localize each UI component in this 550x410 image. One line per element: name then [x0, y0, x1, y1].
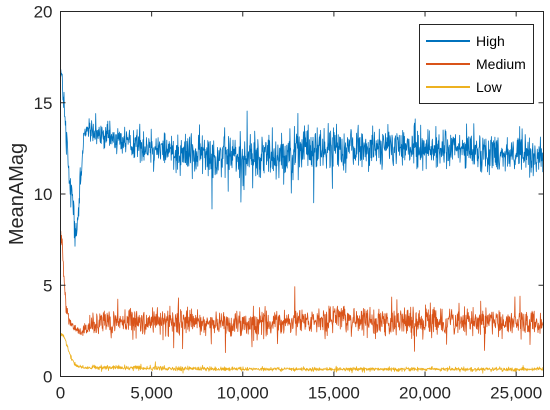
legend-entry-medium: Medium: [426, 56, 526, 72]
series-line-low: [60, 333, 544, 374]
legend-label-medium: Medium: [476, 56, 526, 72]
legend-entry-high: High: [426, 33, 505, 49]
series-line-high: [60, 69, 544, 247]
legend-label-high: High: [476, 33, 505, 49]
y-tick-label: 0: [43, 368, 52, 387]
tick-layer: 0 5,000 10,000 15,000 20,000 25,000 0 5 10 15 20: [34, 3, 544, 403]
x-tick-label: 20,000: [399, 384, 451, 403]
y-tick-label: 15: [34, 94, 53, 113]
series-line-medium: [60, 230, 544, 353]
y-tick-label: 20: [34, 3, 53, 22]
y-tick-label: 5: [43, 276, 52, 295]
legend: High Medium Low: [419, 24, 534, 104]
x-tick-label: 0: [56, 384, 65, 403]
legend-label-low: Low: [476, 79, 503, 95]
y-tick-label: 10: [34, 185, 53, 204]
x-tick-label: 15,000: [308, 384, 360, 403]
x-tick-label: 10,000: [217, 384, 269, 403]
y-axis-label: MeanAMag: [6, 143, 28, 245]
legend-entry-low: Low: [426, 79, 503, 95]
x-tick-label: 25,000: [490, 384, 542, 403]
series-layer: [60, 69, 544, 374]
x-tick-label: 5,000: [130, 384, 173, 403]
